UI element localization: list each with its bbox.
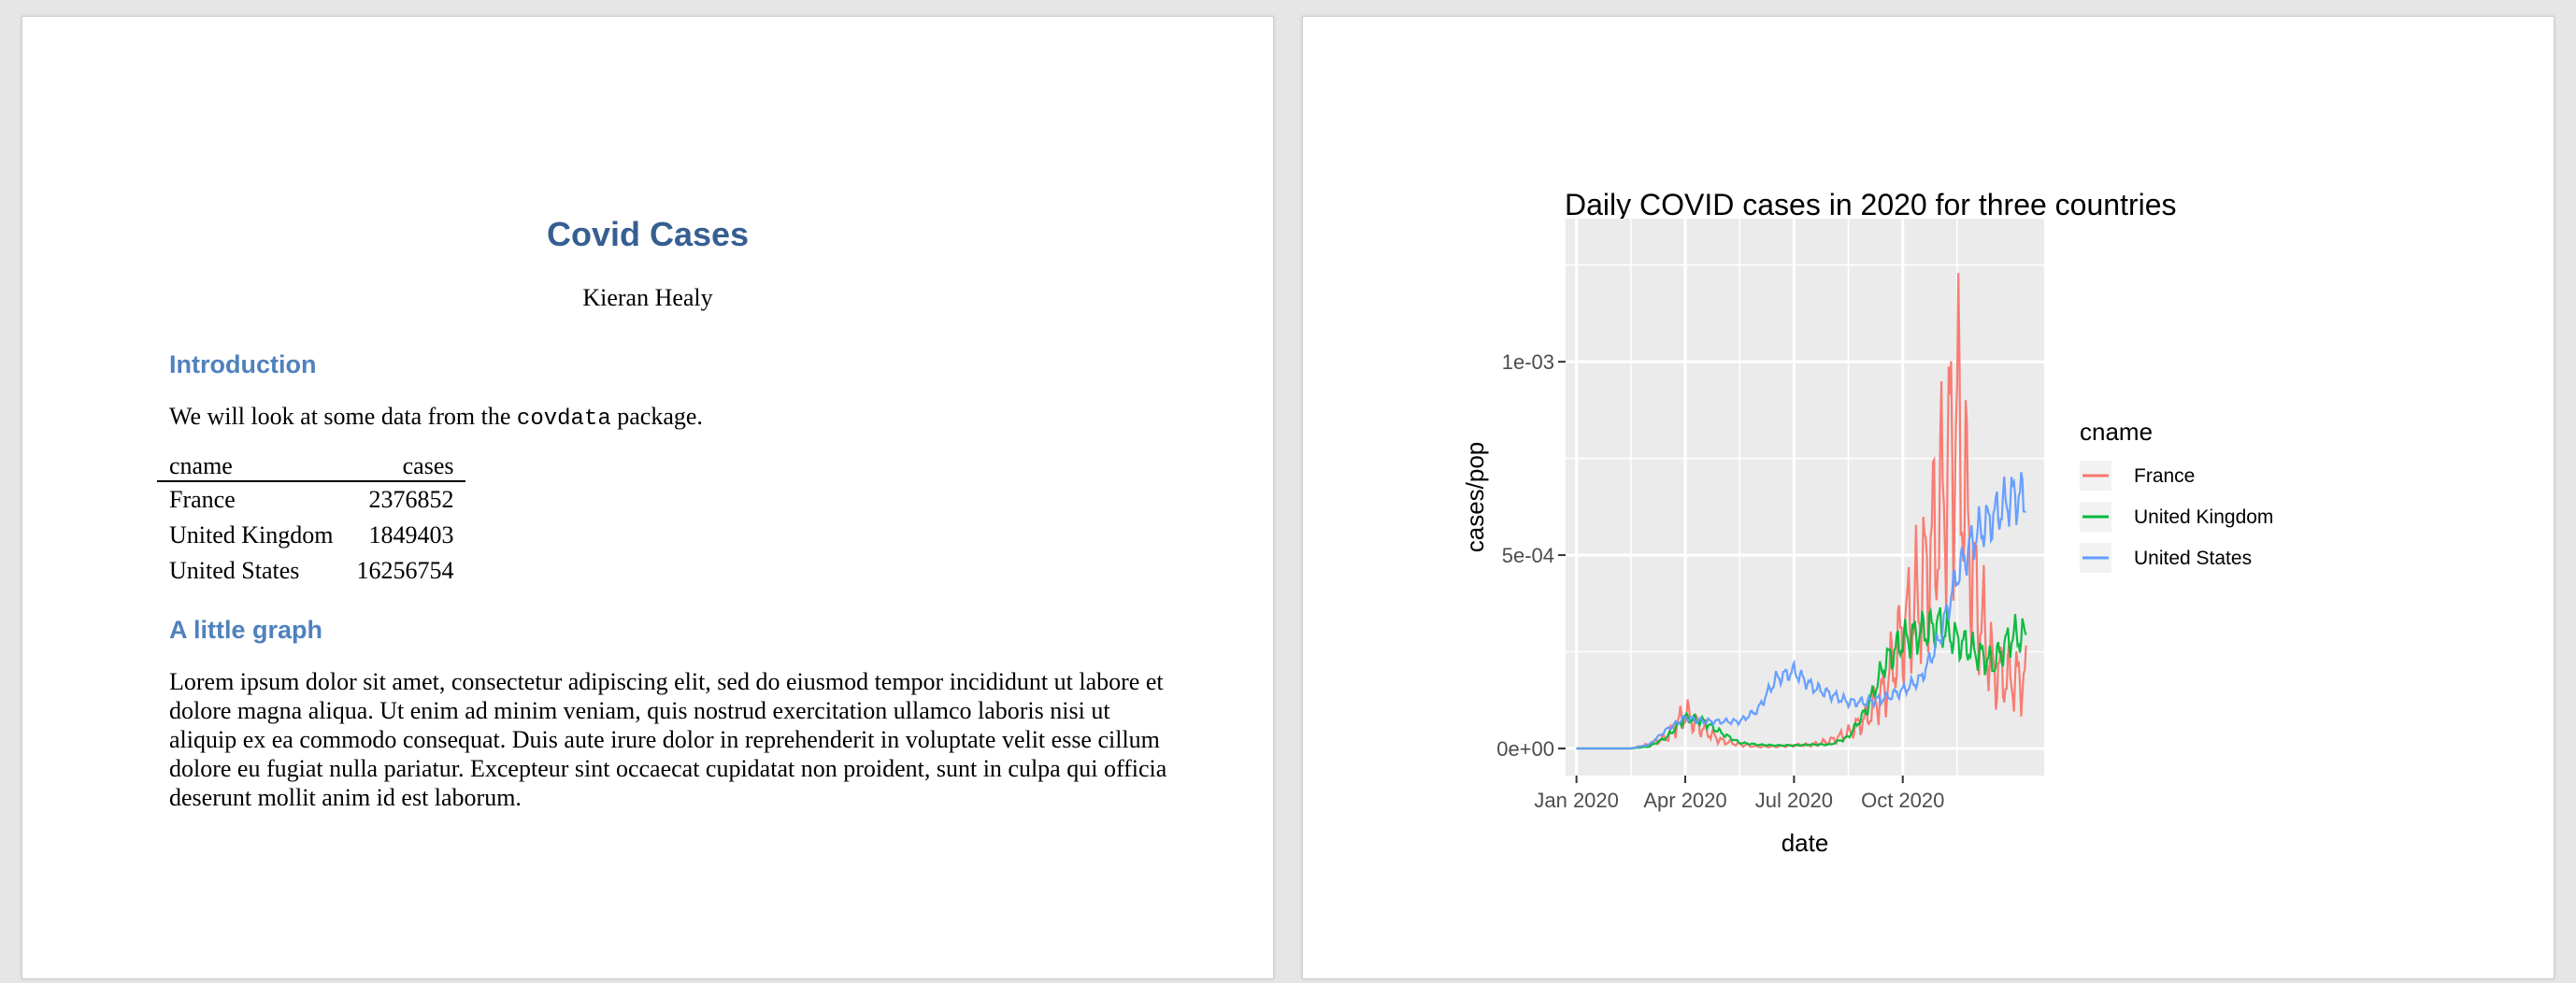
cases-table: cname cases France 2376852 United Kingdo…: [157, 449, 465, 589]
document-title: Covid Cases: [546, 215, 750, 253]
x-tick-label: Oct 2020: [1861, 789, 1944, 812]
y-tick-label: 5e-04: [1502, 544, 1554, 567]
table-cell-cases: 2376852: [368, 486, 454, 513]
plot-panel: [1566, 219, 2044, 776]
table-cell-cases: 1849403: [368, 521, 454, 548]
table-cell-cname: United Kingdom: [169, 521, 334, 548]
table-cell-cname: United States: [169, 557, 300, 584]
covid-line-chart: Daily COVID cases in 2020 for three coun…: [1461, 188, 2273, 857]
table-header-row: cname cases: [157, 449, 465, 482]
intro-text-part: package.: [610, 403, 703, 430]
introduction-heading: Introduction: [169, 350, 317, 378]
legend-label: France: [2134, 465, 2195, 487]
legend-label: United States: [2134, 548, 2252, 569]
x-tick-label: Jul 2020: [1755, 789, 1833, 812]
x-axis-label: date: [1782, 829, 1829, 857]
x-axis: Jan 2020 Apr 2020 Jul 2020 Oct 2020: [1534, 776, 1944, 812]
package-name-code: covdata: [516, 406, 611, 432]
x-tick-label: Apr 2020: [1643, 789, 1726, 812]
table-row: United Kingdom 1849403: [157, 518, 465, 553]
y-tick-label: 0e+00: [1496, 737, 1554, 761]
legend-title: cname: [2080, 418, 2153, 446]
series-line-united-kingdom: [1576, 606, 2027, 750]
document-page-right: Daily COVID cases in 2020 for three coun…: [1302, 16, 2555, 979]
table-cell-cname: France: [169, 486, 236, 513]
legend-label: United Kingdom: [2134, 506, 2273, 528]
lorem-paragraph: Lorem ipsum dolor sit amet, consectetur …: [169, 668, 1167, 811]
series-lines: [1576, 273, 2027, 750]
document-page-left: Covid Cases Kieran Healy Introduction We…: [21, 16, 1274, 979]
y-axis: 0e+00 5e-04 1e-03: [1496, 350, 1566, 761]
table-row: United States 16256754: [157, 553, 465, 589]
y-tick-label: 1e-03: [1502, 350, 1554, 374]
column-header-cname: cname: [157, 449, 345, 482]
series-line-united-states: [1576, 472, 2026, 750]
chart-title: Daily COVID cases in 2020 for three coun…: [1565, 188, 2177, 221]
legend: cname France United Kingdom United States: [2080, 418, 2273, 573]
column-header-cases: cases: [344, 449, 465, 482]
introduction-text: We will look at some data from the covda…: [169, 402, 703, 434]
intro-text-part: We will look at some data from the: [169, 403, 517, 430]
table-row: France 2376852: [157, 481, 465, 518]
table-cell-cases: 16256754: [356, 557, 454, 584]
x-tick-label: Jan 2020: [1534, 789, 1619, 812]
document-author: Kieran Healy: [582, 284, 713, 311]
graph-heading: A little graph: [169, 616, 323, 644]
y-axis-label: cases/pop: [1461, 442, 1489, 553]
